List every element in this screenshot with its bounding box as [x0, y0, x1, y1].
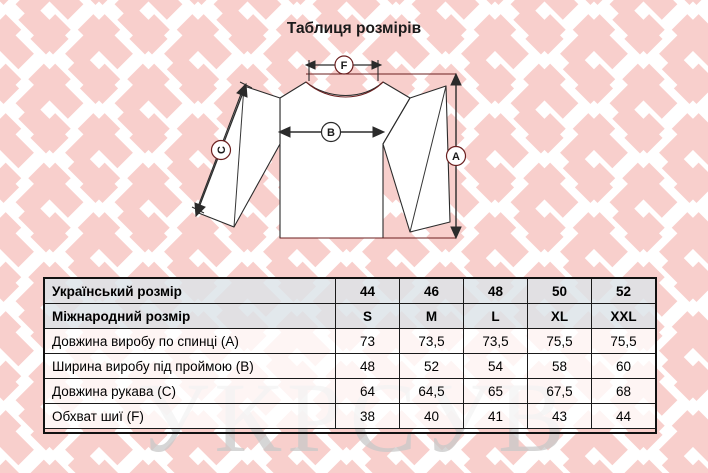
- cell-value: 73,5: [399, 328, 464, 354]
- cell-value: 65: [463, 378, 528, 404]
- table-row: Ширина виробу під проймою (B) 48 52 54 5…: [44, 353, 656, 379]
- dimension-label-F: F: [341, 60, 348, 72]
- cell-value: 50: [527, 278, 592, 304]
- cell-value: 75,5: [527, 328, 592, 354]
- table-row-header-intl: Міжнародний розмір S M L XL XXL: [44, 303, 656, 329]
- cell-value: 73: [335, 328, 400, 354]
- row-label: Український розмір: [44, 278, 336, 304]
- row-label: Довжина виробу по спинці (A): [44, 328, 336, 354]
- row-label: Ширина виробу під проймою (B): [44, 353, 336, 379]
- table-row: Довжина виробу по спинці (A) 73 73,5 73,…: [44, 328, 656, 354]
- dimension-label-B: B: [327, 127, 335, 139]
- row-label: Міжнародний розмір: [44, 303, 336, 329]
- cell-value: 48: [335, 353, 400, 379]
- cell-value: 41: [463, 403, 528, 429]
- table-row: Обхват шиї (F) 38 40 41 43 44: [44, 403, 656, 429]
- cell-value: 67,5: [527, 378, 592, 404]
- cell-value: 40: [399, 403, 464, 429]
- cell-value: M: [399, 303, 464, 329]
- cell-value: 68: [591, 378, 656, 404]
- cell-value: 54: [463, 353, 528, 379]
- cell-value: 64,5: [399, 378, 464, 404]
- cell-value: 44: [335, 278, 400, 304]
- cell-value: 44: [591, 403, 656, 429]
- dimension-label-A: A: [452, 151, 460, 163]
- cell-value: 75,5: [591, 328, 656, 354]
- cell-value: 58: [527, 353, 592, 379]
- cell-value: XXL: [591, 303, 656, 329]
- size-table: Український розмір 44 46 48 50 52 Міжнар…: [44, 278, 656, 429]
- cell-value: 73,5: [463, 328, 528, 354]
- cell-value: S: [335, 303, 400, 329]
- cell-value: 52: [591, 278, 656, 304]
- page-title: Таблиця розмірів: [286, 20, 422, 37]
- table-row-header-ua: Український розмір 44 46 48 50 52: [44, 278, 656, 304]
- cell-value: 48: [463, 278, 528, 304]
- cell-value: 38: [335, 403, 400, 429]
- table-row: Довжина рукава (C) 64 64,5 65 67,5 68: [44, 378, 656, 404]
- row-label: Обхват шиї (F): [44, 403, 336, 429]
- cell-value: L: [463, 303, 528, 329]
- cell-value: 60: [591, 353, 656, 379]
- dimension-label-C: C: [216, 146, 228, 154]
- cell-value: 46: [399, 278, 464, 304]
- cell-value: 43: [527, 403, 592, 429]
- row-label: Довжина рукава (C): [44, 378, 336, 404]
- cell-value: XL: [527, 303, 592, 329]
- cell-value: 64: [335, 378, 400, 404]
- cell-value: 52: [399, 353, 464, 379]
- garment-diagram: F B A C: [191, 55, 467, 240]
